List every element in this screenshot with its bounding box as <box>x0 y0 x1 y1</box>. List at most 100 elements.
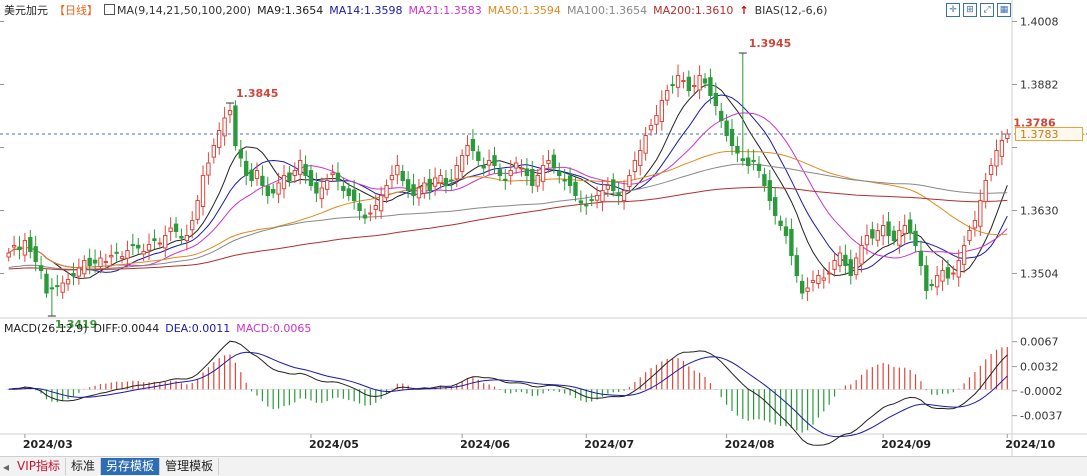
candle-body <box>152 238 157 241</box>
candle-body <box>843 254 848 267</box>
candle-body <box>6 252 11 258</box>
chart-canvas[interactable]: 1.4008 1.3882 1.3630 1.3504 0.0067 0.0032 -0.0… <box>0 0 1087 456</box>
scroll-left-icon[interactable]: ◂ <box>3 459 10 474</box>
candle-body <box>567 175 573 186</box>
candle-body <box>136 244 141 249</box>
tab-standard[interactable]: 标准 <box>66 458 102 475</box>
candle-body <box>163 235 168 249</box>
candle-body <box>546 160 551 164</box>
candle-body <box>22 240 28 256</box>
chart-toolbar: ✛ ⊞ ⤢ ▦ <box>946 3 1011 17</box>
candle-body <box>157 242 163 245</box>
crosshair-icon[interactable]: ✛ <box>946 3 960 17</box>
candle-body <box>357 203 362 211</box>
candle-body <box>643 135 648 154</box>
candle-body <box>621 190 627 201</box>
candle-body <box>627 175 632 188</box>
candle-body <box>92 259 98 264</box>
symbol-label: 美元加元 <box>4 4 48 17</box>
candle-body <box>535 175 540 187</box>
candle-body <box>783 226 789 236</box>
tab-save-template[interactable]: 另存模板 <box>101 458 161 475</box>
candle-body <box>880 225 886 237</box>
candle-body <box>756 163 762 172</box>
grid-icon[interactable]: ▦ <box>997 3 1011 17</box>
zoom-icon[interactable]: ⊞ <box>963 3 977 17</box>
candle-body <box>956 260 961 278</box>
bias-marker-icon: ↑ <box>739 3 749 17</box>
ma-params[interactable]: MA(9,14,21,50,100,200) <box>104 3 251 17</box>
candle-body <box>961 245 967 265</box>
candle-body <box>934 275 940 288</box>
candle-body <box>826 272 832 275</box>
candle-body <box>611 179 616 192</box>
candle-body <box>368 212 373 215</box>
ma21-value: MA21:1.3583 <box>408 3 482 17</box>
time-tick-label: 2024/10 <box>1005 438 1055 451</box>
macd-dea-line <box>8 351 1008 438</box>
candle-body <box>562 179 567 182</box>
candle-body <box>454 165 459 180</box>
candle-body <box>794 255 799 277</box>
template-tab-bar: ◂ VIP指标 标准 另存模板 管理模板 <box>0 456 1087 476</box>
candle-body <box>951 272 956 275</box>
checkbox-icon <box>104 3 115 15</box>
candle-body <box>168 227 173 232</box>
annotation-label: 1.3945 <box>749 37 791 50</box>
candle-body <box>184 235 190 242</box>
candle-body <box>638 150 643 166</box>
ma21-line <box>8 112 1008 268</box>
candle-body <box>481 165 486 169</box>
candle-body <box>443 178 449 187</box>
candle-body <box>530 169 535 186</box>
price-tick-label: 1.3882 <box>1020 79 1059 92</box>
candle-body <box>751 159 756 162</box>
period-label[interactable]: 【日线】 <box>54 4 98 17</box>
time-tick-label: 2024/03 <box>23 438 73 451</box>
candle-body <box>729 129 735 146</box>
tab-vip-indicators[interactable]: VIP指标 <box>12 458 67 475</box>
candle-body <box>503 178 508 181</box>
macd-legend: MACD(26,12,9) DIFF:0.0044 DEA:0.0011 MAC… <box>4 320 311 336</box>
candle-body <box>233 105 238 146</box>
candle-body <box>287 172 292 181</box>
candle-body <box>573 181 578 196</box>
candle-body <box>719 110 724 121</box>
fit-icon[interactable]: ⤢ <box>980 3 994 17</box>
candle-body <box>519 167 524 170</box>
candle-body <box>271 189 276 194</box>
candle-body <box>422 182 427 194</box>
candle-body <box>513 162 519 169</box>
macd-params[interactable]: MACD(26,12,9) <box>4 321 88 335</box>
candle-body <box>778 220 783 226</box>
candle-body <box>265 185 270 196</box>
candle-body <box>913 230 918 246</box>
candle-body <box>897 230 902 246</box>
candle-body <box>848 259 853 276</box>
time-tick-label: 2024/09 <box>881 438 931 451</box>
tab-manage-template[interactable]: 管理模板 <box>160 458 220 475</box>
candle-body <box>692 85 697 87</box>
candle-body <box>994 150 999 167</box>
candle-body <box>773 197 778 217</box>
candle-body <box>816 275 821 285</box>
annotation-label: 1.3419 <box>55 318 97 331</box>
macd-tick-label: -0.0002 <box>1020 385 1062 398</box>
candle-body <box>109 255 114 258</box>
candle-body <box>821 277 826 281</box>
ma9-value: MA9:1.3654 <box>257 3 324 17</box>
macd-tick-label: 0.0032 <box>1020 361 1059 374</box>
candle-body <box>200 175 206 207</box>
candle-body <box>206 162 211 176</box>
chart-legend: 美元加元 【日线】 MA(9,14,21,50,100,200) MA9:1.3… <box>4 2 827 18</box>
candle-body <box>179 236 184 239</box>
candle-body <box>810 280 816 283</box>
candle-body <box>681 80 686 82</box>
candle-body <box>659 100 665 122</box>
bias-label[interactable]: BIAS(12,-6,6) <box>754 3 828 17</box>
candle-body <box>616 192 621 196</box>
candle-body <box>308 170 314 187</box>
time-tick-label: 2024/07 <box>584 438 634 451</box>
time-tick-label: 2024/05 <box>309 438 359 451</box>
ma14-line <box>8 94 1008 273</box>
